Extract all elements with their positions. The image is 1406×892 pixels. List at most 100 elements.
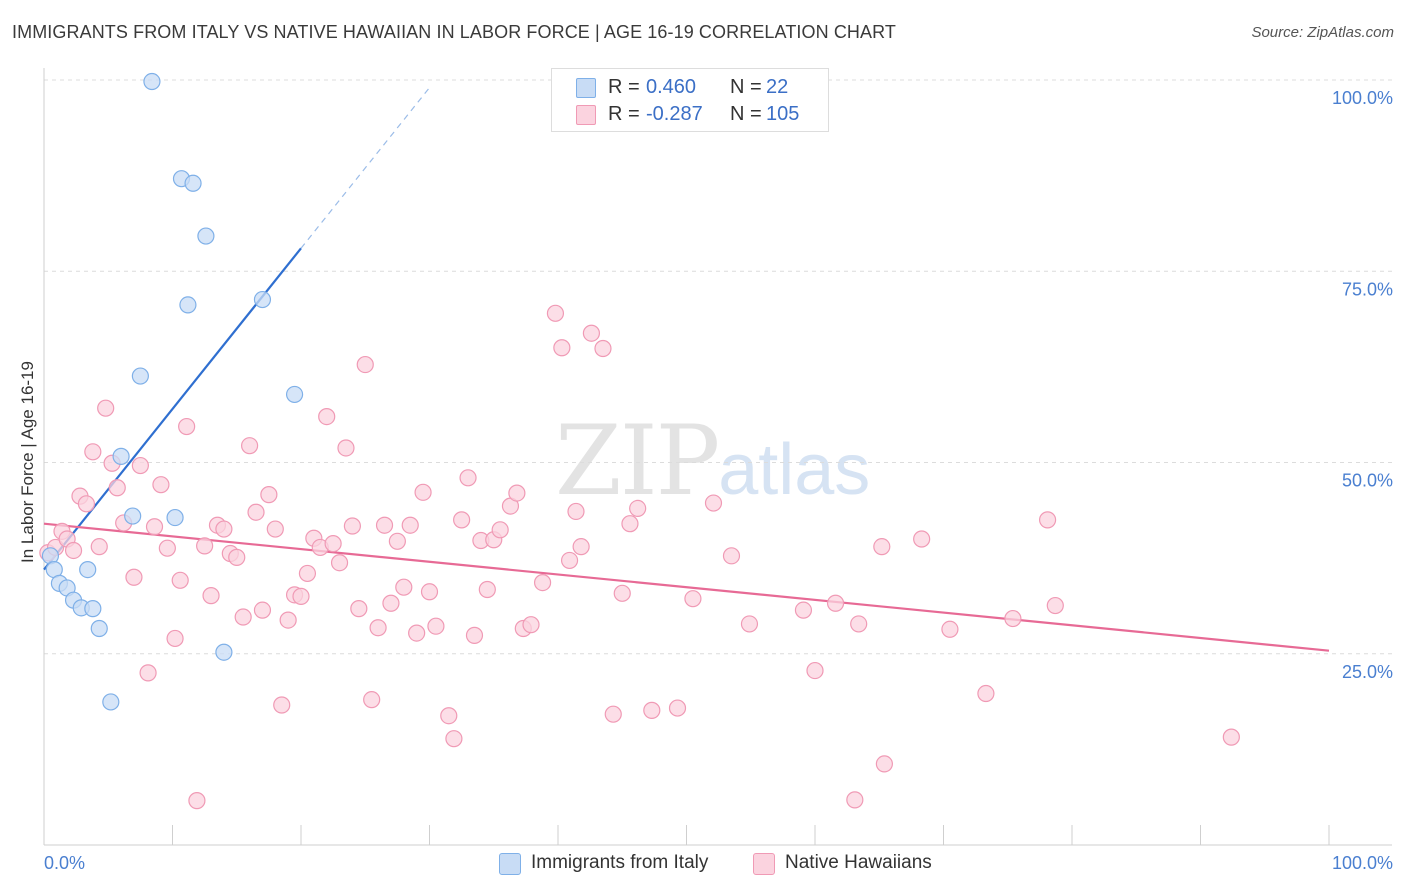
hawaiian-point — [178, 417, 196, 436]
hawaiian-point — [253, 601, 272, 619]
hawaiian-point — [158, 539, 176, 557]
hawaiian-point — [108, 479, 126, 497]
legend-r-label: R = — [608, 103, 640, 125]
hawaiian-point — [234, 608, 252, 626]
hawaiian-point — [567, 502, 585, 521]
legend-n-label: N = — [730, 76, 762, 98]
legend-label-hawaiian: Native Hawaiians — [785, 852, 932, 873]
hawaiian-point — [90, 538, 108, 556]
hawaiian-point — [621, 515, 639, 533]
trend-lines — [43, 87, 1330, 652]
axis-labels: 25.0% 50.0% 75.0% 100.0% 0.0% 100.0% In Labor … — [18, 88, 1393, 873]
hawaiian-point — [166, 629, 184, 648]
hawaiian-point — [401, 516, 419, 534]
hawaiian-point — [582, 324, 601, 342]
hawaiian-point — [465, 626, 484, 644]
hawaiian-point — [913, 530, 931, 548]
data-points — [39, 72, 1240, 810]
hawaiian-point — [643, 701, 661, 719]
hawaiian-point — [145, 518, 164, 536]
legend-label-italy: Immigrants from Italy — [531, 852, 709, 873]
italy-point — [215, 643, 233, 661]
hawaiian-point — [941, 620, 959, 638]
hawaiian-point — [125, 568, 143, 586]
hawaiian-point — [330, 554, 349, 572]
italy-point — [179, 296, 197, 314]
italy-trend-extension — [300, 87, 430, 249]
legend-r-label: R = — [608, 76, 640, 98]
legend-swatch-italy — [499, 853, 521, 875]
hawaiian-point — [572, 538, 590, 556]
hawaiian-point — [668, 699, 687, 717]
hawaiian-point — [375, 516, 394, 534]
legend-n-value: 105 — [766, 103, 800, 125]
hawaiian-point — [740, 615, 759, 633]
hawaiian-point — [977, 684, 995, 703]
hawaiian-point — [453, 511, 471, 529]
hawaiian-point — [292, 587, 310, 605]
hawaiian-point — [704, 494, 723, 512]
x-tick-label: 100.0% — [1332, 853, 1393, 873]
source-credit: Source: ZipAtlas.com — [1251, 24, 1394, 41]
hawaiian-point — [215, 520, 233, 538]
legend-r-value: 0.460 — [646, 76, 697, 98]
hawaiian-point — [279, 611, 297, 629]
hawaiian-point — [343, 517, 361, 535]
hawaiian-point — [202, 587, 220, 605]
hawaiian-point — [131, 456, 149, 475]
hawaiian-point — [64, 541, 83, 560]
italy-point — [124, 507, 142, 525]
hawaiian-point — [613, 584, 631, 602]
italy-point — [197, 227, 215, 245]
legend-swatch-italy — [576, 78, 596, 98]
axes — [43, 68, 1392, 846]
italy-point — [102, 693, 120, 711]
y-tick-label: 75.0% — [1342, 279, 1393, 299]
hawaiian-point — [722, 547, 741, 565]
italy-point — [90, 619, 108, 638]
hawaiian-point — [188, 792, 206, 810]
hawaiian-point — [247, 503, 265, 521]
hawaiian-point — [875, 755, 893, 773]
hawaiian-point — [508, 484, 526, 502]
correlation-legend: R = 0.460 N = 22 R = -0.287 N = 105 — [551, 68, 829, 132]
hawaiian-point — [97, 399, 115, 417]
hawaiian-point — [440, 707, 458, 725]
hawaiian-point — [546, 304, 565, 322]
y-axis-title: In Labor Force | Age 16-19 — [18, 361, 37, 563]
hawaiian-point — [1038, 511, 1057, 529]
hawaiian-point — [84, 443, 102, 461]
legend-n-value: 22 — [766, 76, 789, 98]
legend-r-value: -0.287 — [646, 103, 703, 125]
hawaiian-point — [324, 534, 342, 553]
hawaiian-point — [604, 705, 622, 723]
hawaiian-point — [826, 594, 845, 612]
hawaiian-point — [445, 730, 463, 748]
hawaiian-point — [846, 791, 864, 809]
hawaiian-point — [395, 578, 413, 596]
hawaiian-point — [560, 551, 579, 570]
hawaiian-point — [491, 521, 509, 539]
hawaiian-point — [684, 590, 702, 608]
hawaiian-point — [553, 339, 571, 357]
hawaiian-point — [794, 601, 813, 619]
hawaiian-point — [356, 355, 374, 374]
hawaiian-point — [1004, 609, 1022, 628]
watermark-atlas: atlas — [718, 430, 871, 510]
y-tick-label: 100.0% — [1332, 88, 1393, 108]
y-tick-label: 25.0% — [1342, 662, 1393, 682]
hawaiian-point — [139, 664, 157, 682]
hawaiian-point — [459, 469, 477, 487]
watermark: ZIPatlas — [555, 405, 870, 517]
hawaiian-point — [427, 617, 445, 635]
hawaiian-point — [1046, 596, 1064, 615]
hawaiian-point — [420, 583, 439, 601]
hawaiian-point — [260, 486, 278, 504]
italy-point — [79, 560, 97, 579]
italy-point — [285, 385, 304, 404]
x-tick-label: 0.0% — [44, 853, 85, 873]
hawaiian-point — [337, 439, 355, 457]
gridlines — [44, 79, 1392, 655]
hawaiian-point — [273, 696, 291, 714]
